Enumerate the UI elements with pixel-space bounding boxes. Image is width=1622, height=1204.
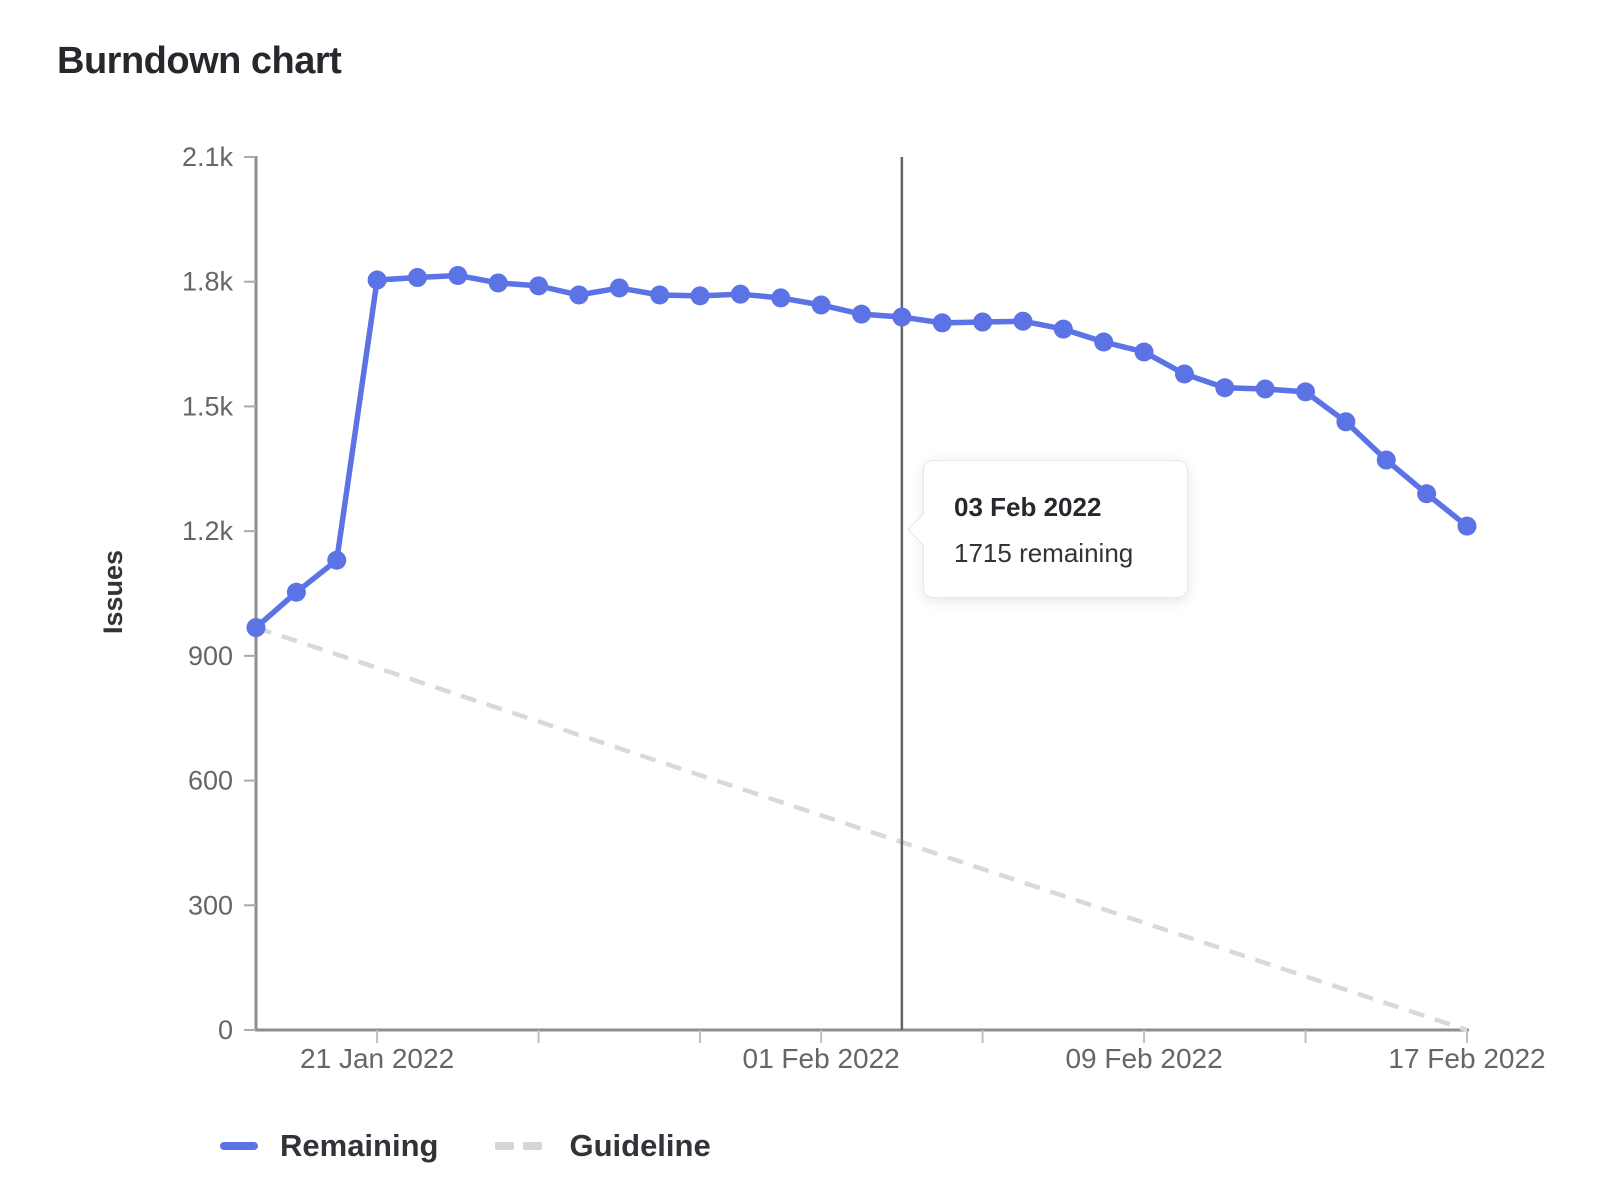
page-title: Burndown chart: [57, 40, 342, 82]
remaining-line: [253, 272, 1470, 631]
data-point[interactable]: [327, 550, 347, 570]
data-point[interactable]: [1417, 484, 1437, 504]
data-point[interactable]: [1336, 412, 1356, 432]
data-point[interactable]: [1255, 379, 1275, 399]
data-point[interactable]: [811, 295, 831, 315]
data-point[interactable]: [1174, 364, 1194, 384]
data-point[interactable]: [569, 285, 589, 305]
data-point[interactable]: [1134, 342, 1154, 362]
data-point[interactable]: [771, 288, 791, 308]
data-point[interactable]: [488, 273, 508, 293]
guideline-line: [255, 625, 1468, 1033]
y-axis-tick-label: 600: [188, 766, 233, 796]
x-axis-tick-label: 09 Feb 2022: [1065, 1043, 1222, 1074]
data-point[interactable]: [246, 618, 266, 638]
tooltip-remaining: 1715 remaining: [954, 538, 1134, 568]
chart-legend: Remaining Guideline: [220, 1124, 711, 1168]
data-point[interactable]: [932, 313, 952, 333]
legend-item-remaining[interactable]: Remaining: [220, 1128, 438, 1164]
data-point[interactable]: [367, 270, 387, 290]
data-point[interactable]: [286, 582, 306, 602]
data-point[interactable]: [650, 285, 670, 305]
data-point[interactable]: [1053, 319, 1073, 339]
remaining-line-swatch-icon: [220, 1142, 258, 1150]
data-point[interactable]: [973, 312, 993, 332]
legend-label-guideline: Guideline: [569, 1128, 711, 1163]
data-point[interactable]: [852, 304, 871, 324]
data-point[interactable]: [1013, 311, 1033, 331]
chart-tooltip: 03 Feb 2022 1715 remaining: [907, 460, 1188, 598]
data-point[interactable]: [690, 286, 710, 306]
x-axis-tick-label: 17 Feb 2022: [1388, 1043, 1545, 1074]
data-point[interactable]: [529, 276, 549, 296]
data-point[interactable]: [1457, 516, 1477, 536]
data-point[interactable]: [407, 268, 427, 288]
data-point[interactable]: [730, 284, 750, 304]
data-point[interactable]: [448, 265, 468, 285]
legend-label-remaining: Remaining: [280, 1128, 439, 1163]
data-point[interactable]: [1376, 450, 1396, 470]
tooltip-date: 03 Feb 2022: [954, 492, 1102, 522]
y-axis-tick-label: 1.2k: [182, 516, 234, 546]
guideline-dash-swatch-icon: [495, 1142, 543, 1150]
x-axis-tick-label: 01 Feb 2022: [743, 1043, 900, 1074]
data-point[interactable]: [1094, 332, 1114, 352]
legend-item-guideline[interactable]: Guideline: [495, 1128, 711, 1164]
y-axis-tick-label: 300: [188, 890, 233, 920]
y-axis-tick-label: 900: [188, 641, 233, 671]
data-point[interactable]: [1215, 378, 1235, 398]
x-axis-tick-label: 21 Jan 2022: [300, 1043, 454, 1074]
data-point[interactable]: [609, 278, 629, 298]
y-axis-tick-label: 1.8k: [182, 267, 234, 297]
data-point[interactable]: [1296, 382, 1316, 402]
y-axis-tick-label: 1.5k: [182, 391, 234, 421]
y-axis-tick-label: 2.1k: [182, 142, 234, 172]
y-axis-tick-label: 0: [218, 1015, 233, 1045]
y-axis-title: Issues: [98, 550, 128, 634]
data-point[interactable]: [892, 307, 912, 327]
